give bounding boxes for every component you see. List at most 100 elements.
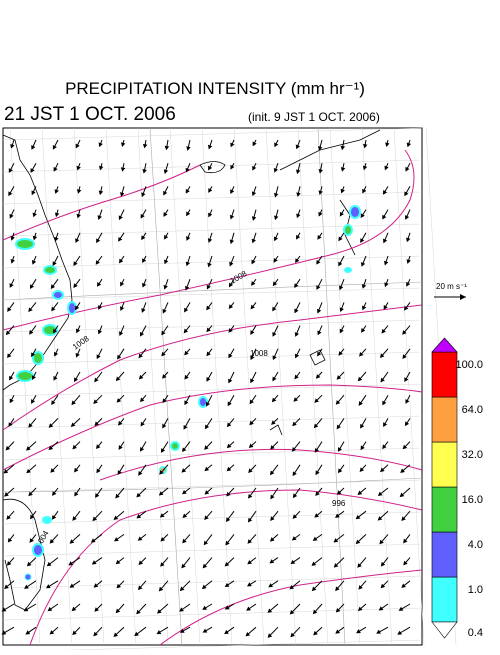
- wind-arrow-head: [338, 236, 343, 242]
- wind-arrow-head: [164, 234, 169, 240]
- wind-arrow-head: [31, 375, 36, 380]
- grid-line: [2, 351, 423, 365]
- wind-arrow-head: [296, 192, 301, 197]
- wind-arrow-head: [361, 328, 366, 333]
- wind-arrow-head: [28, 423, 33, 428]
- wind-arrow-head: [120, 142, 126, 147]
- wind-arrow-head: [138, 560, 144, 565]
- wind-arrow-head: [294, 374, 299, 380]
- wind-arrow-head: [118, 445, 123, 450]
- wind-arrow-head: [291, 447, 297, 452]
- wind-arrow-head: [72, 444, 77, 450]
- wind-arrow-head: [161, 351, 166, 357]
- wind-arrow-head: [163, 190, 168, 196]
- wind-arrow-head: [157, 609, 162, 614]
- wind-arrow-head: [380, 583, 386, 589]
- wind-arrow-head: [98, 305, 103, 310]
- wind-arrow-head: [404, 377, 409, 382]
- wind-arrow-head: [360, 445, 365, 451]
- wind-arrow-head: [224, 605, 230, 610]
- wind-arrow-head: [383, 190, 388, 195]
- wind-arrow-head: [295, 258, 300, 263]
- wind-arrow-head: [252, 165, 257, 171]
- wind-arrow-head: [228, 282, 234, 288]
- wind-arrow-head: [406, 142, 412, 148]
- wind-arrow-head: [402, 444, 408, 450]
- wind-arrow-head: [248, 468, 253, 474]
- wind-arrow-head: [140, 421, 145, 427]
- wind-arrow-head: [29, 538, 34, 543]
- wind-arrow-head: [119, 331, 124, 337]
- wind-arrow-head: [360, 238, 365, 243]
- wind-arrow-head: [161, 330, 166, 336]
- wind-arrow-head: [318, 169, 323, 174]
- wind-arrow-head: [138, 374, 144, 380]
- wind-arrow-head: [229, 214, 235, 220]
- wind-arrow-head: [52, 144, 57, 150]
- wind-arrow-head: [406, 281, 411, 287]
- wind-arrow-head: [339, 211, 344, 217]
- wind-arrow-head: [74, 377, 79, 383]
- precip-area: [343, 224, 353, 236]
- wind-arrow-head: [271, 397, 277, 403]
- wind-arrow-head: [31, 145, 36, 150]
- precip-area: [344, 267, 352, 273]
- wind-arrow-head: [141, 192, 146, 198]
- wind-arrow-head: [158, 586, 164, 592]
- colorbar-segment: [431, 486, 458, 533]
- wind-arrow-head: [247, 582, 252, 587]
- wind-arrow-head: [7, 537, 13, 543]
- wind-arrow-head: [335, 513, 340, 518]
- wind-arrow-head: [269, 470, 275, 476]
- wind-arrow-head: [182, 538, 187, 544]
- wind-arrow-head: [97, 215, 102, 220]
- wind-arrow-head: [182, 489, 187, 495]
- wind-arrow-head: [118, 215, 123, 221]
- grid-line: [2, 447, 423, 461]
- wind-arrow-head: [382, 214, 387, 220]
- wind-arrow-head: [53, 351, 59, 357]
- grid-line: [2, 319, 423, 333]
- wind-arrow-head: [47, 606, 53, 612]
- wind-arrow-head: [207, 144, 213, 150]
- wind-arrow-head: [204, 424, 210, 430]
- wind-arrow-head: [315, 374, 321, 379]
- wind-arrow-head: [26, 561, 32, 567]
- wind-arrow-head: [380, 377, 385, 383]
- wind-arrow-head: [380, 561, 386, 567]
- wind-arrow-head: [113, 632, 119, 637]
- wind-arrow-head: [74, 305, 80, 311]
- wind-arrow-head: [247, 493, 253, 499]
- wind-arrow-head: [160, 448, 166, 453]
- wind-arrow-head: [247, 517, 253, 523]
- grid-line: [297, 127, 329, 646]
- wind-arrow-head: [314, 513, 320, 518]
- wind-arrow-head: [206, 327, 211, 333]
- wind-arrow-head: [181, 468, 187, 473]
- wind-arrow-head: [250, 355, 255, 361]
- wind-arrow-head: [399, 492, 405, 498]
- wind-arrow-head: [359, 467, 365, 472]
- wind-arrow-head: [94, 607, 99, 612]
- wind-arrow-head: [202, 563, 208, 569]
- wind-arrow-head: [71, 400, 76, 406]
- precip-area: [349, 205, 361, 219]
- wind-arrow-head: [270, 516, 275, 522]
- wind-arrow-head: [274, 142, 279, 148]
- wind-arrow-head: [274, 215, 279, 221]
- wind-arrow-head: [206, 305, 211, 311]
- wind-arrow-head: [136, 492, 141, 498]
- wind-vectors: [1, 139, 412, 638]
- wind-arrow-head: [402, 330, 407, 335]
- wind-arrow-head: [250, 330, 255, 335]
- wind-arrow-head: [249, 399, 254, 405]
- wind-arrow-head: [75, 238, 80, 244]
- wind-arrow-head: [96, 282, 102, 287]
- grid-line: [2, 191, 423, 205]
- wind-arrow-head: [333, 563, 339, 568]
- wind-arrow-head: [158, 491, 164, 496]
- wind-arrow-head: [97, 329, 103, 335]
- isobar-label: 1008: [250, 349, 268, 358]
- wind-arrow-head: [98, 190, 104, 196]
